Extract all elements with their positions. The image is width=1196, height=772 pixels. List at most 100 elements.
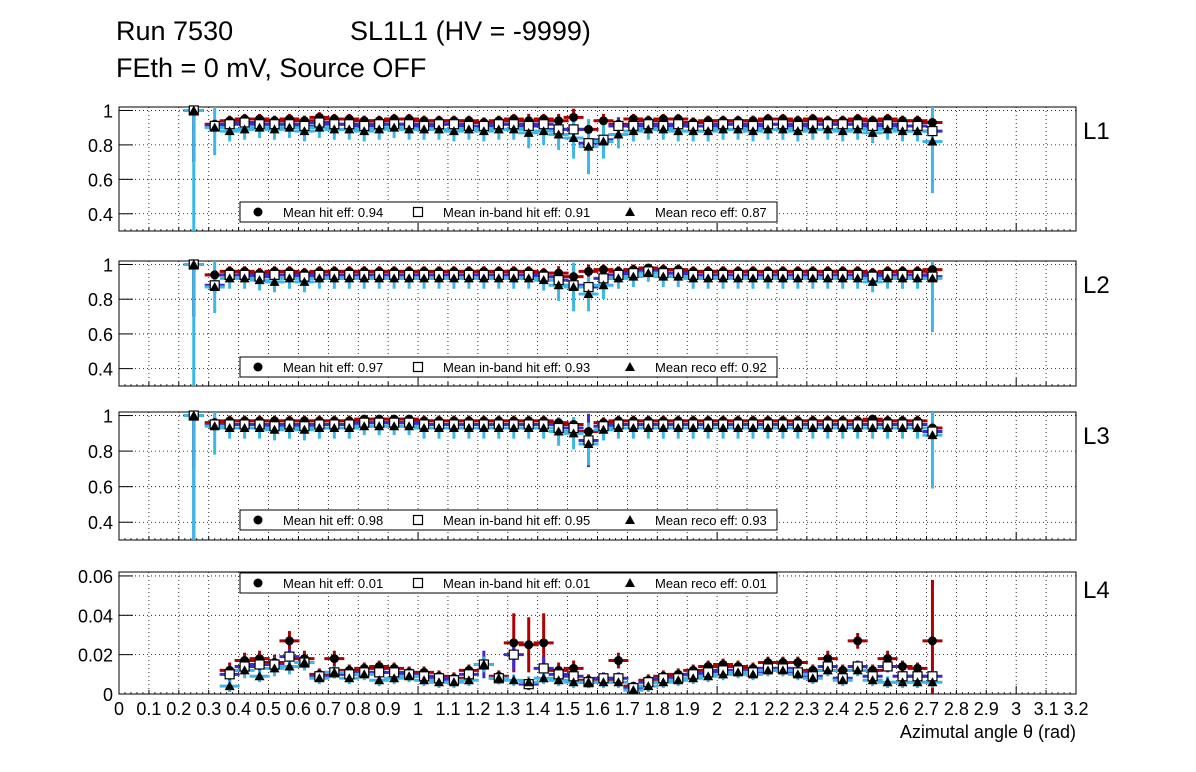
data-point bbox=[448, 677, 459, 687]
data-point bbox=[523, 127, 534, 137]
data-point bbox=[359, 669, 370, 679]
data-point bbox=[374, 421, 385, 431]
data-point bbox=[822, 124, 833, 134]
data-point bbox=[897, 423, 908, 432]
data-point bbox=[927, 273, 938, 283]
data-point bbox=[912, 663, 922, 673]
data-point bbox=[569, 112, 579, 122]
data-point bbox=[628, 126, 639, 136]
x-tick-label: 2.3 bbox=[794, 699, 819, 719]
data-point bbox=[837, 273, 848, 283]
data-point bbox=[584, 266, 594, 276]
data-point bbox=[463, 124, 474, 134]
data-point bbox=[269, 663, 280, 673]
x-tick-label: 0.7 bbox=[316, 699, 341, 719]
data-point bbox=[703, 273, 714, 283]
panel-label: L1 bbox=[1083, 118, 1110, 145]
run-title: Run 7530 bbox=[116, 16, 234, 46]
data-point bbox=[927, 126, 938, 137]
y-tick-label: 1 bbox=[103, 255, 113, 275]
data-point bbox=[478, 423, 489, 432]
data-point bbox=[404, 421, 415, 431]
data-point bbox=[448, 273, 459, 283]
data-point bbox=[703, 126, 714, 136]
data-point bbox=[777, 124, 788, 134]
data-point bbox=[314, 273, 325, 283]
y-tick-label: 0.04 bbox=[78, 606, 113, 626]
data-point bbox=[239, 273, 250, 283]
x-tick-label: 0.4 bbox=[226, 699, 251, 719]
data-point bbox=[359, 273, 370, 283]
data-point bbox=[733, 667, 744, 677]
data-point bbox=[524, 640, 534, 650]
x-tick-label: 3.2 bbox=[1063, 699, 1088, 719]
x-tick-label: 2.7 bbox=[914, 699, 939, 719]
data-point bbox=[314, 673, 325, 683]
data-point bbox=[628, 271, 639, 281]
data-point bbox=[777, 423, 788, 432]
data-point bbox=[299, 657, 310, 667]
data-point bbox=[493, 124, 504, 134]
data-point bbox=[628, 685, 639, 695]
x-tick-label: 1 bbox=[413, 699, 423, 719]
data-point bbox=[897, 273, 908, 283]
data-point bbox=[628, 423, 639, 432]
x-tick-label: 2.5 bbox=[854, 699, 879, 719]
x-tick-label: 0.3 bbox=[196, 699, 221, 719]
data-point bbox=[688, 273, 699, 283]
data-point bbox=[569, 663, 579, 673]
data-point bbox=[912, 423, 923, 432]
data-point bbox=[284, 651, 295, 662]
data-point bbox=[792, 669, 803, 679]
data-point bbox=[269, 276, 280, 286]
data-point bbox=[807, 273, 818, 283]
data-point bbox=[822, 273, 833, 283]
data-point bbox=[419, 124, 430, 134]
legend-marker bbox=[412, 514, 424, 526]
data-point bbox=[792, 126, 803, 136]
data-point bbox=[823, 654, 833, 664]
data-point bbox=[927, 430, 938, 440]
data-point bbox=[598, 677, 609, 687]
legend-entry-label: Mean in-band hit eff: 0.95 bbox=[443, 513, 590, 528]
data-point bbox=[509, 638, 519, 648]
data-point bbox=[389, 421, 400, 431]
data-point bbox=[584, 427, 594, 437]
y-tick-label: 1 bbox=[103, 407, 113, 427]
data-point bbox=[853, 636, 863, 646]
data-point bbox=[807, 673, 818, 683]
data-point bbox=[239, 665, 250, 675]
x-tick-label: 0.6 bbox=[286, 699, 311, 719]
legend-marker bbox=[625, 578, 635, 587]
data-point bbox=[389, 273, 400, 283]
data-point bbox=[927, 677, 938, 687]
x-tick-label: 0.2 bbox=[166, 699, 191, 719]
data-point bbox=[568, 282, 579, 292]
data-point bbox=[419, 423, 430, 432]
data-point bbox=[314, 122, 325, 132]
data-point bbox=[643, 268, 654, 278]
x-tick-label: 1.3 bbox=[495, 699, 520, 719]
data-point bbox=[209, 282, 220, 292]
data-point bbox=[613, 677, 624, 687]
data-point bbox=[374, 675, 385, 685]
data-point bbox=[613, 120, 624, 132]
legend-marker bbox=[253, 362, 263, 372]
data-point bbox=[927, 118, 937, 127]
data-point bbox=[329, 124, 340, 134]
data-point bbox=[239, 124, 250, 134]
data-point bbox=[508, 649, 519, 660]
data-point bbox=[523, 423, 534, 432]
x-tick-label: 1.9 bbox=[675, 699, 700, 719]
y-tick-label: 0 bbox=[103, 685, 113, 705]
legend-marker bbox=[253, 578, 263, 588]
data-point bbox=[583, 141, 594, 151]
data-point bbox=[852, 665, 863, 675]
data-point bbox=[762, 124, 773, 134]
data-point bbox=[404, 671, 415, 681]
y-tick-label: 0.6 bbox=[88, 478, 113, 498]
data-point bbox=[329, 667, 340, 677]
panel-l1: 0.4 0.6 0.8 1 L1 Mean hit eff: 0.94 Mean in-ba… bbox=[88, 101, 1110, 232]
data-point bbox=[673, 271, 684, 281]
panel-label: L4 bbox=[1083, 577, 1110, 604]
